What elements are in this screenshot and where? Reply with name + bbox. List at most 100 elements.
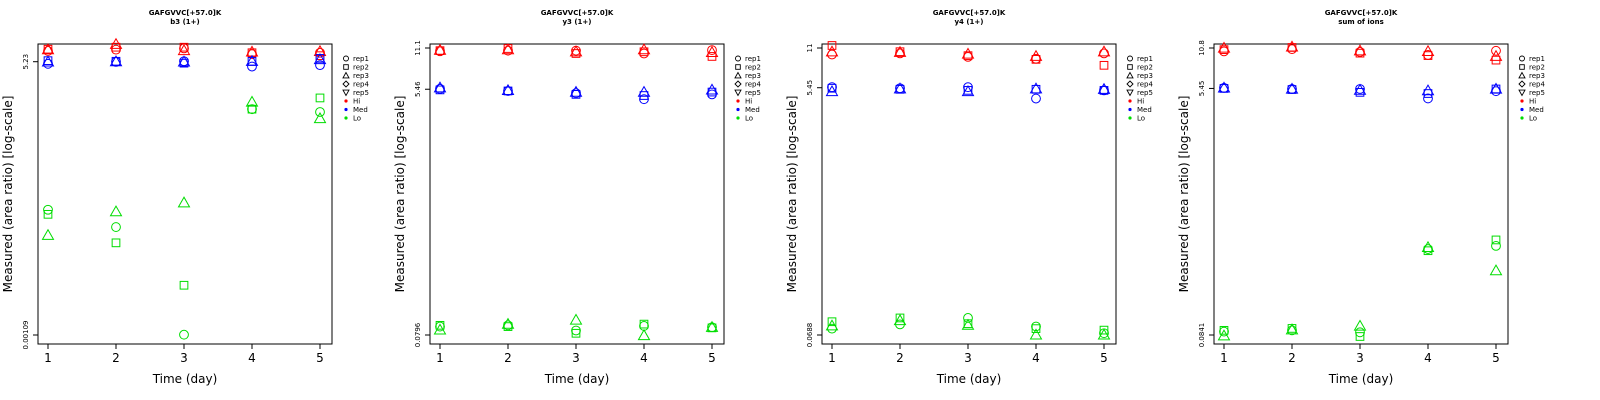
legend-label: rep3 [1529,72,1545,80]
legend-dot-icon [344,107,348,112]
legend-square-icon [343,64,349,70]
data-point-med [827,83,837,93]
data-point-med [315,60,325,71]
legend-label: rep4 [745,81,761,89]
data-point-hi [1491,45,1501,56]
legend-triangle-icon [1518,71,1526,79]
data-points [433,43,719,341]
data-point-hi [109,37,123,49]
y-tick-label: 5.45 [1198,81,1206,97]
data-point-lo [961,318,975,330]
data-point-med [1353,83,1367,95]
legend-label: rep1 [353,55,369,63]
data-point-lo [1285,323,1299,335]
data-points [1217,40,1503,341]
legend-label: rep1 [1137,55,1153,63]
data-point-med [501,83,515,96]
data-point-med [109,55,123,67]
data-point-hi [433,43,447,55]
data-point-hi [179,43,189,54]
legend-dot-icon [344,99,348,103]
data-point-hi [1355,47,1365,57]
data-point-lo [247,104,257,114]
data-point-med [503,86,513,96]
plot-frame [37,43,333,345]
data-point-med [111,56,121,66]
data-point-med [569,85,583,97]
data-point-hi [1099,48,1109,59]
legend-diamond-icon [734,80,742,88]
chart-title: GAFGVVC[+57.0]K [933,9,1006,17]
data-point-lo [179,329,189,340]
data-point-med [1099,85,1109,96]
data-point-lo [315,93,325,103]
legend-dot-icon [736,99,740,103]
y-axis-label: Measured (area ratio) [log-scale] [785,96,799,293]
x-axis-label: Time (day) [152,372,218,386]
data-point-lo [1029,328,1043,340]
y-tick-label: 0.0796 [414,322,422,347]
data-point-lo [435,321,445,332]
chart-title: GAFGVVC[+57.0]K [541,9,614,17]
data-point-lo [1099,325,1109,335]
data-point-hi [1489,49,1503,61]
y-tick-label: 11.1 [414,40,422,56]
chart-title: GAFGVVC[+57.0]K [149,9,222,17]
data-point-lo [315,107,325,117]
data-point-lo [247,104,257,115]
data-point-lo [111,222,121,232]
data-point-hi [895,48,905,59]
data-point-med [961,84,975,97]
chart-panel-2: GAFGVVC[+57.0]Ky3 (1+) 1 2 3 4 5 0.0796 5.46 11.… [393,9,761,386]
data-point-lo [1219,326,1229,337]
data-point-lo [639,319,649,329]
legend-label: Lo [1137,115,1145,123]
legend-label: rep4 [1137,81,1153,89]
legend-dot-icon [1128,99,1132,103]
data-points [825,41,1111,340]
legend-inverted-triangle-icon [734,89,742,97]
data-point-hi [1421,44,1435,57]
data-point-lo [177,196,191,208]
data-point-hi [43,44,53,54]
data-point-lo [433,323,447,335]
legend-dot-icon [736,116,740,120]
data-point-hi [893,45,907,57]
legend-label: Hi [745,98,752,106]
x-tick-label: 4 [1424,351,1432,365]
data-point-hi [895,47,905,57]
legend-circle-icon [1127,55,1133,62]
data-point-med [1285,82,1299,94]
data-point-lo [1219,325,1229,335]
plot-frame [1213,43,1509,345]
data-point-hi [1217,41,1231,53]
x-tick-label: 1 [436,351,444,365]
legend-label: Hi [353,98,360,106]
data-point-med [433,81,447,93]
data-point-med [1217,81,1231,93]
legend-diamond-icon [1518,80,1526,88]
data-point-lo [963,313,973,323]
y-tick-label: 0.00109 [22,321,30,350]
data-point-hi [1099,60,1109,70]
legend-label: rep2 [1137,64,1153,72]
y-tick-label: 0.0688 [806,323,814,348]
data-point-lo [313,111,327,124]
data-point-lo [893,313,907,326]
legend-label: Med [745,106,760,114]
data-point-hi [825,45,839,57]
x-tick-label: 4 [640,351,648,365]
data-point-lo [1031,321,1041,332]
legend-label: Lo [745,115,753,123]
x-tick-label: 1 [828,351,836,365]
data-point-hi [705,45,719,57]
legend-dot-icon [1520,107,1524,112]
data-point-hi [503,45,513,56]
y-axis-label: Measured (area ratio) [log-scale] [393,96,407,293]
legend-triangle-icon [1126,71,1134,79]
legend-label: Hi [1137,98,1144,106]
data-points [41,37,327,340]
data-point-hi [1355,48,1365,58]
